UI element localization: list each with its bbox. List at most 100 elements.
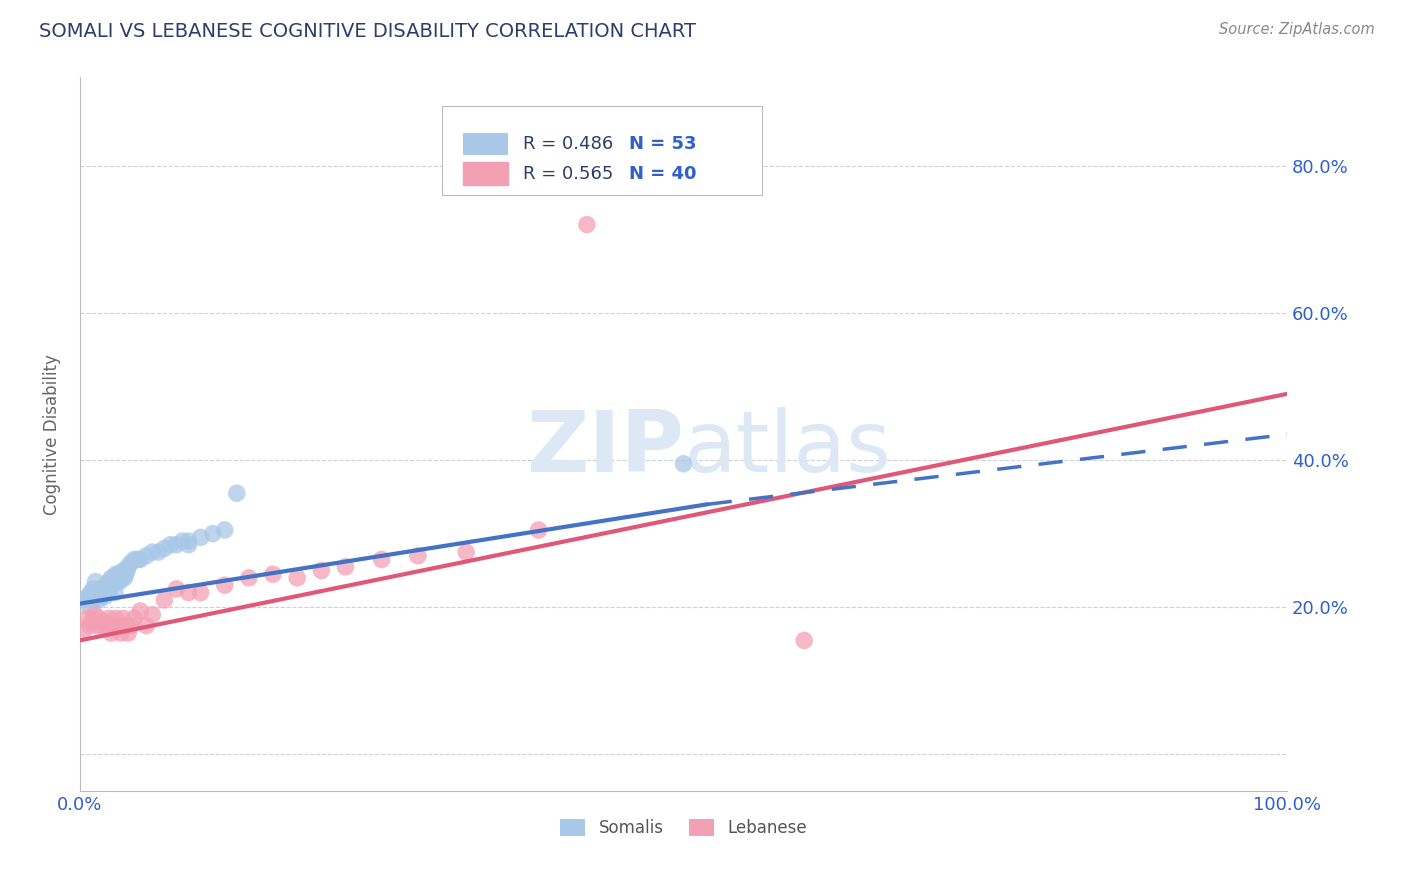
Point (105, 574, 128, 589)
Point (165, 582, 187, 596)
Point (238, 571, 260, 585)
Point (112, 611, 135, 625)
Point (201, 526, 224, 541)
Point (107, 567, 129, 582)
Point (129, 552, 152, 566)
Point (129, 604, 152, 618)
Point (79, 618, 101, 632)
Point (105, 567, 128, 582)
Point (285, 571, 308, 585)
Point (94, 589, 117, 603)
Point (172, 534, 194, 549)
Text: Source: ZipAtlas.com: Source: ZipAtlas.com (1219, 22, 1375, 37)
Point (177, 534, 200, 549)
Point (114, 567, 136, 582)
Point (93, 582, 115, 596)
Point (225, 486, 247, 500)
Point (177, 538, 200, 552)
Point (100, 571, 122, 585)
Point (153, 593, 176, 607)
Point (87, 589, 110, 603)
Point (96, 578, 118, 592)
Point (114, 571, 136, 585)
Point (177, 585, 200, 599)
Point (153, 541, 176, 556)
Text: SOMALI VS LEBANESE COGNITIVE DISABILITY CORRELATION CHART: SOMALI VS LEBANESE COGNITIVE DISABILITY … (39, 22, 696, 41)
Text: R = 0.565: R = 0.565 (523, 165, 613, 183)
Point (406, 549, 429, 563)
Point (73, 623, 96, 637)
Point (80, 589, 103, 603)
Point (90, 589, 112, 603)
Point (190, 585, 212, 599)
Text: ZIP: ZIP (526, 407, 683, 490)
Point (100, 626, 122, 640)
Y-axis label: Cognitive Disability: Cognitive Disability (44, 354, 60, 515)
Point (793, 633, 815, 648)
Point (80, 585, 103, 599)
Point (86, 585, 108, 599)
Point (135, 618, 157, 632)
Point (103, 574, 125, 589)
Point (108, 574, 131, 589)
Point (456, 545, 478, 559)
Point (79, 600, 101, 615)
Point (111, 571, 134, 585)
Point (97, 585, 120, 599)
Point (311, 564, 333, 578)
Point (527, 523, 550, 537)
Point (115, 564, 138, 578)
Point (84, 574, 107, 589)
Point (104, 585, 127, 599)
Point (110, 567, 132, 582)
Point (83, 593, 105, 607)
Point (86, 618, 108, 632)
Point (148, 545, 170, 559)
Point (135, 549, 157, 563)
Point (262, 567, 284, 582)
FancyBboxPatch shape (463, 162, 509, 185)
Point (98, 582, 121, 596)
Point (335, 559, 357, 574)
Legend: Somalis, Lebanese: Somalis, Lebanese (554, 812, 813, 844)
Point (89, 582, 111, 596)
Point (114, 618, 136, 632)
Point (672, 457, 695, 471)
Point (117, 626, 139, 640)
Point (93, 615, 115, 629)
Point (90, 618, 112, 632)
Point (101, 578, 124, 592)
Point (159, 538, 181, 552)
Point (82, 582, 104, 596)
Point (89, 593, 111, 607)
Point (91, 585, 114, 599)
Text: N = 40: N = 40 (628, 165, 696, 183)
Point (112, 564, 135, 578)
Point (122, 552, 145, 566)
Text: N = 53: N = 53 (628, 135, 696, 153)
Point (76, 611, 98, 625)
Point (97, 574, 120, 589)
Point (80, 615, 103, 629)
Point (575, 218, 598, 232)
Point (141, 607, 163, 622)
FancyBboxPatch shape (441, 106, 762, 195)
FancyBboxPatch shape (463, 133, 509, 155)
Text: R = 0.486: R = 0.486 (523, 135, 613, 153)
Point (105, 611, 128, 625)
Point (214, 578, 236, 592)
Point (75, 593, 97, 607)
Point (97, 611, 120, 625)
Point (141, 545, 163, 559)
Point (107, 618, 129, 632)
Point (122, 611, 145, 625)
Point (77, 589, 100, 603)
Point (120, 556, 142, 570)
Point (120, 618, 142, 632)
Point (370, 552, 392, 566)
Point (127, 552, 149, 566)
Point (165, 538, 187, 552)
Point (117, 559, 139, 574)
Point (190, 530, 212, 544)
Point (96, 618, 118, 632)
